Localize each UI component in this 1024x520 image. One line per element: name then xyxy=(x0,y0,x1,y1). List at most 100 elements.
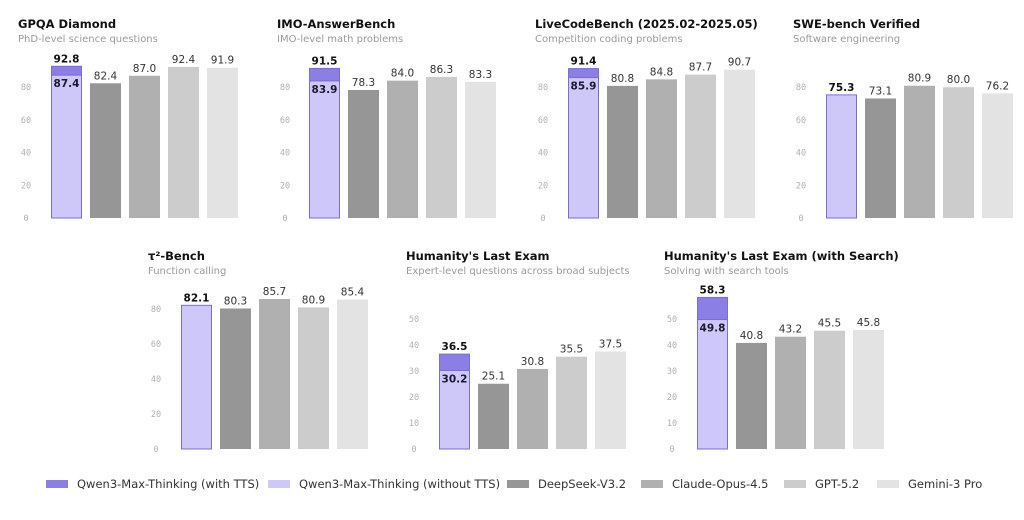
bar-deepseek xyxy=(90,83,121,218)
bar-qwen-with-tts xyxy=(51,65,82,76)
bar-qwen-without-tts xyxy=(309,80,340,219)
value-label-gemini: 37.5 xyxy=(599,339,622,351)
legend-label: GPT-5.2 xyxy=(815,477,860,491)
bar-qwen-with-tts xyxy=(697,296,728,321)
y-tick-label: 30 xyxy=(409,367,419,377)
y-tick-label: 0 xyxy=(23,214,28,224)
bar-qwen-with-tts xyxy=(309,67,340,82)
bar-deepseek xyxy=(348,89,379,219)
bar-qwen-without-tts xyxy=(568,77,599,219)
bar-deepseek xyxy=(865,98,896,218)
y-tick-label: 40 xyxy=(667,341,677,351)
bar-qwen-with-tts xyxy=(568,68,599,79)
y-tick-label: 0 xyxy=(153,445,158,455)
y-tick-label: 20 xyxy=(796,181,806,191)
bar-deepseek xyxy=(220,308,251,449)
bar-gemini xyxy=(595,351,626,449)
bar-qwen-without-tts xyxy=(697,319,728,450)
y-tick-label: 40 xyxy=(280,149,290,159)
y-tick-label: 40 xyxy=(796,149,806,159)
legend-swatch xyxy=(268,480,290,488)
bar-claude-opus xyxy=(775,336,806,449)
value-label-deepseek: 82.4 xyxy=(94,70,118,82)
value-label-gemini: 45.8 xyxy=(857,317,880,329)
chart-title: τ²-Bench xyxy=(148,249,205,263)
value-label-qwen-with-tts: 58.3 xyxy=(700,284,726,296)
bar-gpt xyxy=(814,330,845,449)
chart-subtitle: Function calling xyxy=(148,266,226,277)
legend-item-qwen-without-tts: Qwen3-Max-Thinking (without TTS) xyxy=(268,474,500,494)
legend-swatch xyxy=(877,480,899,488)
value-label-gpt: 35.5 xyxy=(560,344,583,356)
bar-claude-opus xyxy=(517,368,548,449)
bar-gpt xyxy=(685,74,716,218)
bar-gemini xyxy=(982,93,1013,218)
value-label-qwen-with-tts: 91.4 xyxy=(571,56,597,68)
value-label-qwen-with-tts: 92.8 xyxy=(54,53,80,65)
legend-swatch xyxy=(507,480,529,488)
bar-claude-opus xyxy=(129,75,160,218)
value-label-claude-opus: 84.0 xyxy=(391,68,414,80)
legend-swatch xyxy=(46,480,68,488)
chart-subtitle: Software engineering xyxy=(793,34,900,45)
value-label-claude-opus: 85.7 xyxy=(263,286,286,298)
chart-title: Humanity's Last Exam xyxy=(406,249,550,263)
value-label-deepseek: 80.8 xyxy=(611,73,634,85)
value-label-claude-opus: 87.0 xyxy=(133,63,156,75)
bar-gemini xyxy=(337,299,368,449)
value-label-claude-opus: 84.8 xyxy=(650,66,673,78)
legend: Qwen3-Max-Thinking (with TTS) Qwen3-Max-… xyxy=(0,474,1024,494)
legend-swatch xyxy=(641,480,663,488)
bar-qwen-without-tts xyxy=(51,74,82,219)
bar-gpt xyxy=(426,76,457,218)
bar-gemini xyxy=(724,69,755,218)
y-tick-label: 10 xyxy=(667,419,677,429)
value-label-gpt: 45.5 xyxy=(818,318,841,330)
value-label-deepseek: 73.1 xyxy=(869,85,892,97)
value-label-qwen-without-tts: 83.9 xyxy=(312,84,338,96)
y-tick-label: 0 xyxy=(798,214,803,224)
value-label-qwen-with-tts: 91.5 xyxy=(312,55,338,67)
y-tick-label: 40 xyxy=(21,149,31,159)
bar-qwen-with-tts xyxy=(439,353,470,371)
y-tick-label: 10 xyxy=(409,419,419,429)
y-tick-label: 20 xyxy=(667,393,677,403)
y-tick-label: 0 xyxy=(540,214,545,224)
y-tick-label: 60 xyxy=(538,116,548,126)
value-label-qwen-without-tts: 49.8 xyxy=(700,323,726,335)
y-tick-label: 20 xyxy=(409,393,419,403)
legend-label: Claude-Opus-4.5 xyxy=(672,477,769,491)
y-tick-label: 60 xyxy=(796,116,806,126)
value-label-qwen-with-tts: 36.5 xyxy=(442,341,468,353)
y-tick-label: 40 xyxy=(538,149,548,159)
chart-subtitle: Solving with search tools xyxy=(664,266,789,277)
value-label-claude-opus: 30.8 xyxy=(521,356,544,368)
y-tick-label: 20 xyxy=(151,410,161,420)
chart-subtitle: PhD-level science questions xyxy=(18,34,158,45)
value-label-gpt: 87.7 xyxy=(689,62,712,74)
y-tick-label: 0 xyxy=(282,214,287,224)
value-label-gemini: 90.7 xyxy=(728,57,751,69)
y-tick-label: 80 xyxy=(21,83,31,93)
y-tick-label: 40 xyxy=(409,341,419,351)
value-label-deepseek: 40.8 xyxy=(740,330,763,342)
y-tick-label: 20 xyxy=(21,181,31,191)
y-tick-label: 0 xyxy=(669,445,674,455)
value-label-deepseek: 80.3 xyxy=(224,295,247,307)
y-tick-label: 80 xyxy=(796,83,806,93)
legend-label: Gemini-3 Pro xyxy=(908,477,983,491)
value-label-gemini: 76.2 xyxy=(986,80,1009,92)
bar-claude-opus xyxy=(259,299,290,449)
y-tick-label: 80 xyxy=(280,83,290,93)
y-tick-label: 50 xyxy=(409,315,419,325)
value-label-qwen-without-tts: 82.1 xyxy=(184,292,210,304)
y-tick-label: 50 xyxy=(667,315,677,325)
chart-title: SWE-bench Verified xyxy=(793,17,920,31)
y-tick-label: 80 xyxy=(538,83,548,93)
legend-label: Qwen3-Max-Thinking (with TTS) xyxy=(77,477,260,491)
bar-gemini xyxy=(207,67,238,218)
chart-title: LiveCodeBench (2025.02-2025.05) xyxy=(535,17,758,31)
value-label-qwen-without-tts: 75.3 xyxy=(829,82,855,94)
value-label-deepseek: 25.1 xyxy=(482,371,505,383)
y-tick-label: 60 xyxy=(21,116,31,126)
